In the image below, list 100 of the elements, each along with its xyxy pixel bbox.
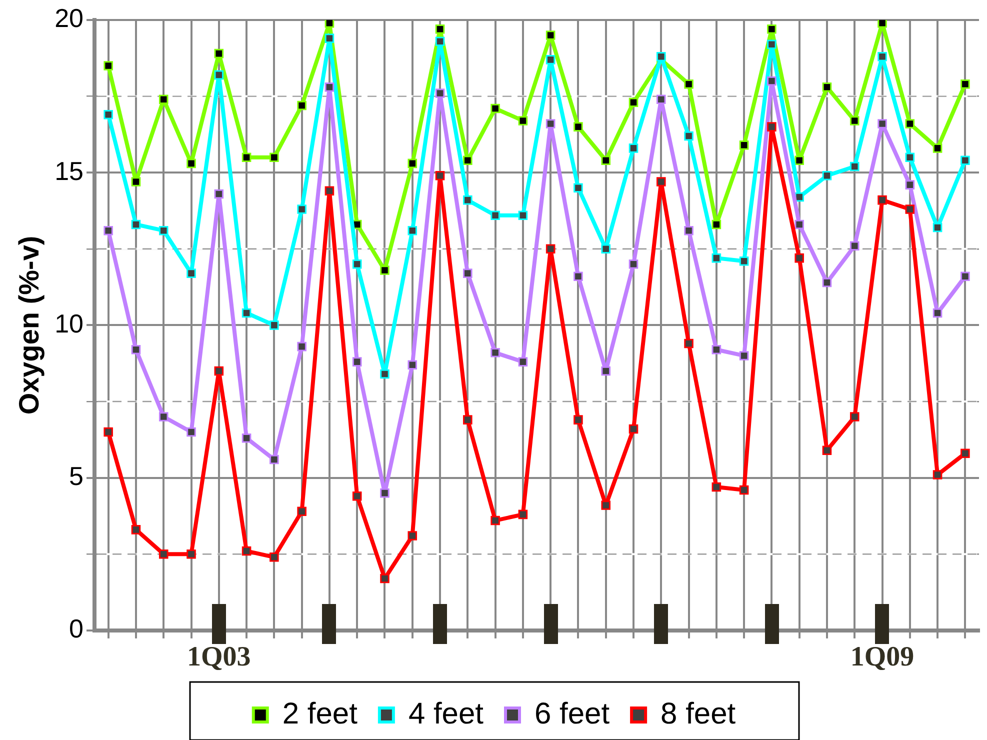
point <box>270 552 279 562</box>
point <box>905 152 915 162</box>
point <box>739 256 749 266</box>
point <box>270 152 279 162</box>
point <box>380 369 390 379</box>
point <box>408 226 418 236</box>
point <box>601 366 610 376</box>
point <box>822 171 832 180</box>
point <box>214 70 224 80</box>
point <box>767 122 776 132</box>
point <box>628 260 638 269</box>
point <box>270 454 279 464</box>
point <box>960 156 970 166</box>
point <box>242 308 252 318</box>
x-tick-label: 1Q09 <box>850 641 914 672</box>
point <box>463 195 472 205</box>
legend-label: 4 feet <box>408 697 484 730</box>
point <box>518 357 528 366</box>
point <box>518 510 528 520</box>
point <box>878 20 887 28</box>
legend-label: 2 feet <box>282 697 358 730</box>
point <box>214 48 224 58</box>
point <box>158 226 168 236</box>
point <box>878 195 887 205</box>
y-tick-label: 20 <box>54 3 84 34</box>
point <box>656 177 666 186</box>
point <box>712 220 722 230</box>
point <box>463 268 472 278</box>
point <box>463 156 472 166</box>
point <box>684 338 694 348</box>
point <box>352 491 362 501</box>
point <box>324 34 334 43</box>
point <box>960 272 970 282</box>
point <box>601 244 610 254</box>
point <box>490 210 500 220</box>
point <box>932 470 942 480</box>
point <box>297 506 306 516</box>
point <box>794 156 804 166</box>
point <box>186 158 196 168</box>
point <box>905 119 915 128</box>
point <box>490 516 500 526</box>
point <box>324 82 334 92</box>
point <box>767 76 776 86</box>
point <box>574 415 583 424</box>
point <box>435 88 445 98</box>
point <box>822 446 832 455</box>
y-tick-label: 10 <box>54 308 84 338</box>
point <box>628 98 638 108</box>
point <box>490 104 500 114</box>
point <box>712 482 722 492</box>
point <box>628 144 638 153</box>
point <box>104 226 113 236</box>
point <box>131 220 141 230</box>
point <box>794 220 804 230</box>
point <box>684 79 694 89</box>
point <box>380 574 390 584</box>
point <box>546 55 556 64</box>
point <box>546 244 556 254</box>
point <box>131 525 141 534</box>
point <box>684 131 694 141</box>
point <box>932 308 942 318</box>
point <box>324 20 334 28</box>
point <box>767 24 776 34</box>
point <box>574 183 583 192</box>
point <box>932 222 942 232</box>
point <box>131 344 141 354</box>
point <box>186 427 196 437</box>
point <box>712 253 722 263</box>
point <box>739 140 749 150</box>
x-tick-label: 1Q03 <box>187 641 251 672</box>
point <box>656 94 666 104</box>
legend-label: 8 feet <box>660 697 736 730</box>
point <box>297 204 306 214</box>
point <box>242 152 252 162</box>
point <box>380 488 390 498</box>
point <box>214 366 224 376</box>
point <box>324 186 334 196</box>
point <box>408 158 418 168</box>
point <box>960 79 970 89</box>
y-tick-label: 5 <box>69 460 84 491</box>
point <box>850 162 860 172</box>
point <box>601 500 610 510</box>
point <box>297 100 306 110</box>
point <box>463 415 472 424</box>
point <box>822 278 832 288</box>
point <box>601 156 610 166</box>
point <box>905 204 915 214</box>
point <box>960 448 970 458</box>
y-axis-title: Oxygen (%-v) <box>14 236 45 415</box>
point <box>297 342 306 352</box>
point <box>712 344 722 354</box>
point <box>850 116 860 126</box>
point <box>435 171 445 180</box>
point <box>242 433 252 443</box>
point <box>739 351 749 360</box>
point <box>104 427 113 437</box>
point <box>656 52 666 62</box>
point <box>822 82 832 92</box>
point <box>905 180 915 190</box>
point <box>352 260 362 269</box>
